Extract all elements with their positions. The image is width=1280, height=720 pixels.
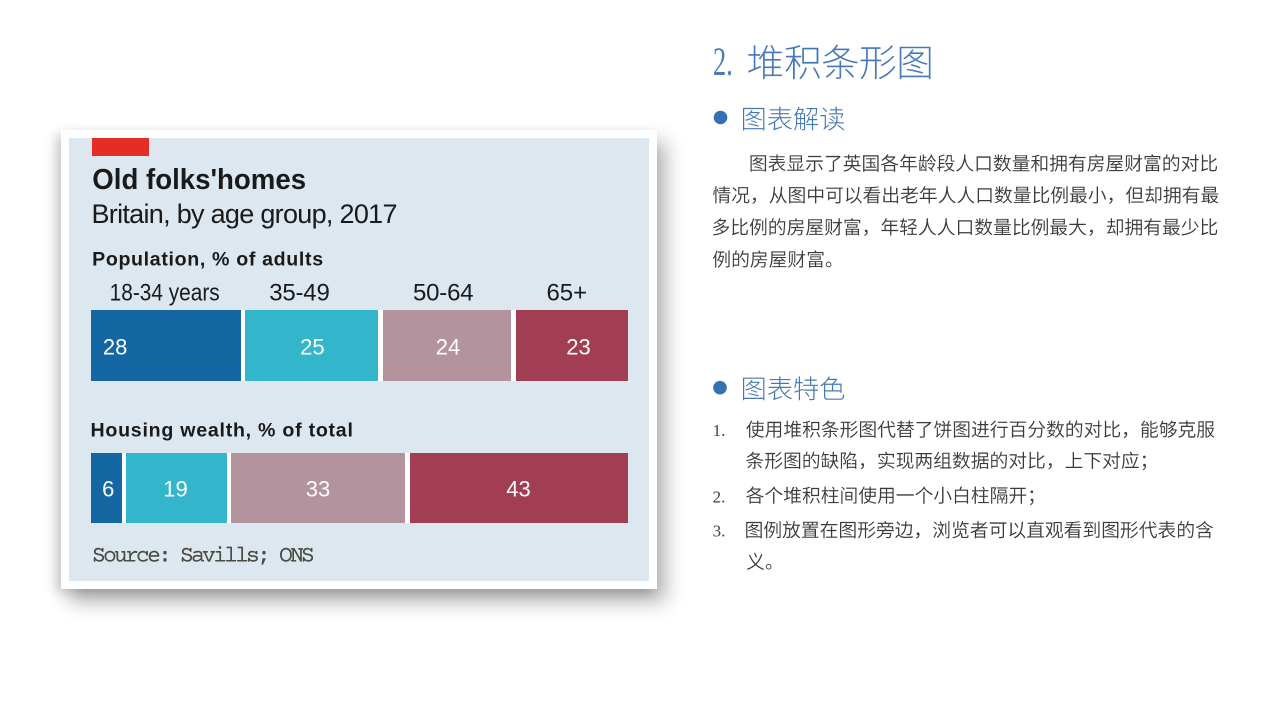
svg-text:18-34 years: 18-34 years [110,280,220,307]
svg-text:Britain, by age group, 2017: Britain, by age group, 2017 [92,199,398,229]
svg-text:43: 43 [506,476,530,501]
svg-text:2.: 2. [713,41,733,85]
svg-text:3.: 3. [713,522,726,541]
svg-text:19: 19 [163,476,187,501]
svg-text:25: 25 [300,334,324,359]
svg-text:Population, % of adults: Population, % of adults [92,249,323,271]
svg-text:35-49: 35-49 [269,280,330,307]
svg-text:1.: 1. [713,421,726,440]
svg-text:24: 24 [436,334,460,359]
svg-text:Housing wealth, % of total: Housing wealth, % of total [91,419,353,441]
svg-text:2.: 2. [713,488,726,507]
svg-text:23: 23 [566,334,590,359]
svg-text:65+: 65+ [546,280,587,307]
svg-text:28: 28 [103,334,127,359]
svg-text:Old folks'homes: Old folks'homes [92,164,306,196]
svg-text:33: 33 [306,476,330,501]
svg-text:50-64: 50-64 [413,280,474,307]
svg-text:6: 6 [102,476,114,501]
